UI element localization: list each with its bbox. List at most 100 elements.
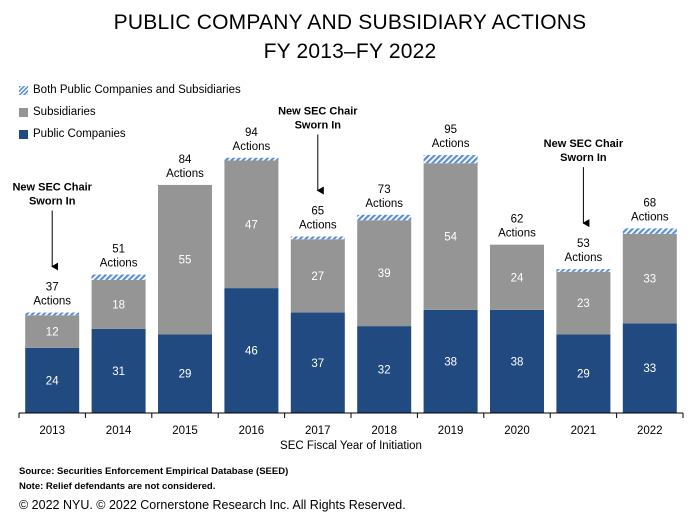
total-value-label: 62: [511, 214, 524, 226]
segment-value-label: 47: [245, 219, 258, 231]
segment-value-label: 23: [577, 298, 590, 310]
segment-value-label: 29: [179, 369, 192, 381]
legend-item-both: Both Public Companies and Subsidiaries: [19, 84, 241, 96]
segment-value-label: 24: [46, 375, 59, 387]
segment-value-label: 54: [444, 232, 457, 244]
bar-segment-subsidiaries: [158, 184, 212, 335]
bar-segment-public: [490, 309, 544, 413]
bar-segment-public: [622, 323, 677, 413]
bar-segment-public: [290, 312, 345, 413]
bar-segment-public: [423, 309, 478, 413]
x-tick-label: 2022: [637, 425, 663, 437]
annotation-label: New SEC Chair: [278, 106, 358, 118]
segment-value-label: 29: [577, 369, 590, 381]
legend-swatch-both: [19, 85, 28, 95]
total-value-label: 65: [311, 206, 324, 218]
bar-segment-public: [556, 334, 611, 413]
total-actions-label: Actions: [565, 252, 603, 264]
annotation-label: Sworn In: [29, 196, 76, 208]
total-value-label: 51: [112, 244, 125, 256]
x-tick-label: 2017: [305, 425, 331, 437]
bar-segment-subsidiaries: [290, 239, 345, 313]
segment-value-label: 39: [378, 268, 391, 280]
legend-label-both: Both Public Companies and Subsidiaries: [33, 84, 241, 96]
total-value-label: 37: [46, 282, 59, 294]
bar-segment-subsidiaries: [490, 244, 544, 310]
chart-subtitle: FY 2013–FY 2022: [263, 40, 437, 63]
legend-item-subsidiaries: Subsidiaries: [19, 106, 96, 118]
x-tick-label: 2021: [571, 425, 597, 437]
segment-value-label: 12: [46, 327, 59, 339]
segment-value-label: 37: [311, 358, 324, 370]
total-value-label: 95: [444, 124, 457, 136]
bar-segment-subsidiaries: [423, 163, 478, 310]
total-value-label: 73: [378, 184, 391, 196]
legend-label-subsidiaries: Subsidiaries: [33, 106, 96, 118]
segment-value-label: 38: [511, 356, 524, 368]
bar-segment-both: [25, 312, 80, 316]
total-actions-label: Actions: [233, 141, 271, 153]
total-actions-label: Actions: [432, 138, 470, 150]
source-note: Source: Securities Enforcement Empirical…: [19, 466, 289, 477]
bar-segment-both: [224, 157, 279, 161]
bar-segment-public: [91, 328, 146, 413]
total-actions-label: Actions: [631, 211, 669, 223]
bar-segment-both: [423, 155, 478, 164]
stacked-bar-chart: 24 12 37 Actions 2013 31 18 51 Actions 2014 29 55 84…: [12, 106, 684, 452]
bar-segment-both: [357, 214, 412, 221]
x-tick-label: 2016: [239, 425, 265, 437]
total-actions-label: Actions: [166, 168, 204, 180]
bar-segment-public: [158, 334, 212, 413]
segment-value-label: 33: [643, 363, 656, 375]
bar-segment-subsidiaries: [622, 233, 677, 324]
bar-segment-both: [556, 269, 611, 272]
segment-value-label: 46: [245, 346, 258, 358]
segment-value-label: 32: [378, 365, 391, 377]
footnote: Note: Relief defendants are not consider…: [19, 481, 216, 492]
segment-value-label: 18: [112, 299, 125, 311]
segment-value-label: 38: [444, 356, 457, 368]
bar-segment-subsidiaries: [556, 271, 611, 335]
bar-segment-public: [357, 326, 412, 413]
segment-value-label: 33: [643, 274, 656, 286]
x-tick-label: 2020: [504, 425, 530, 437]
copyright: © 2022 NYU. © 2022 Cornerstone Research …: [19, 498, 406, 512]
chart-title: PUBLIC COMPANY AND SUBSIDIARY ACTIONS: [113, 11, 587, 34]
x-tick-label: 2013: [39, 425, 65, 437]
total-actions-label: Actions: [100, 258, 138, 270]
bar-segment-public: [25, 347, 80, 413]
legend-swatch-public: [19, 129, 28, 139]
total-value-label: 68: [643, 197, 656, 209]
x-tick-label: 2014: [106, 425, 132, 437]
total-actions-label: Actions: [33, 296, 71, 308]
legend-label-public: Public Companies: [33, 128, 126, 140]
bar-segment-subsidiaries: [91, 279, 146, 329]
segment-value-label: 24: [511, 272, 524, 284]
total-actions-label: Actions: [365, 198, 403, 210]
annotation-label: New SEC Chair: [544, 138, 624, 150]
annotation-label: Sworn In: [295, 120, 342, 132]
bar-segment-public: [224, 288, 279, 413]
legend-swatch-subsidiaries: [19, 107, 28, 117]
segment-value-label: 55: [179, 255, 192, 267]
x-tick-label: 2019: [438, 425, 464, 437]
total-value-label: 84: [179, 154, 192, 166]
bar-segment-subsidiaries: [357, 220, 412, 327]
segment-value-label: 31: [112, 366, 125, 378]
segment-value-label: 27: [311, 271, 324, 283]
total-value-label: 94: [245, 127, 258, 139]
bar-segment-both: [290, 236, 345, 240]
bar-segment-both: [91, 274, 146, 280]
total-actions-label: Actions: [299, 220, 337, 232]
bar-segment-subsidiaries: [25, 315, 80, 348]
legend-item-public: Public Companies: [19, 128, 126, 140]
total-actions-label: Actions: [498, 228, 536, 240]
x-tick-label: 2015: [172, 425, 198, 437]
annotation-label: New SEC Chair: [12, 182, 92, 194]
total-value-label: 53: [577, 238, 590, 250]
bar-segment-subsidiaries: [224, 160, 279, 289]
bar-segment-both: [622, 228, 677, 234]
x-tick-label: 2018: [371, 425, 397, 437]
x-axis-label: SEC Fiscal Year of Initiation: [280, 440, 422, 452]
annotation-label: Sworn In: [560, 152, 607, 164]
